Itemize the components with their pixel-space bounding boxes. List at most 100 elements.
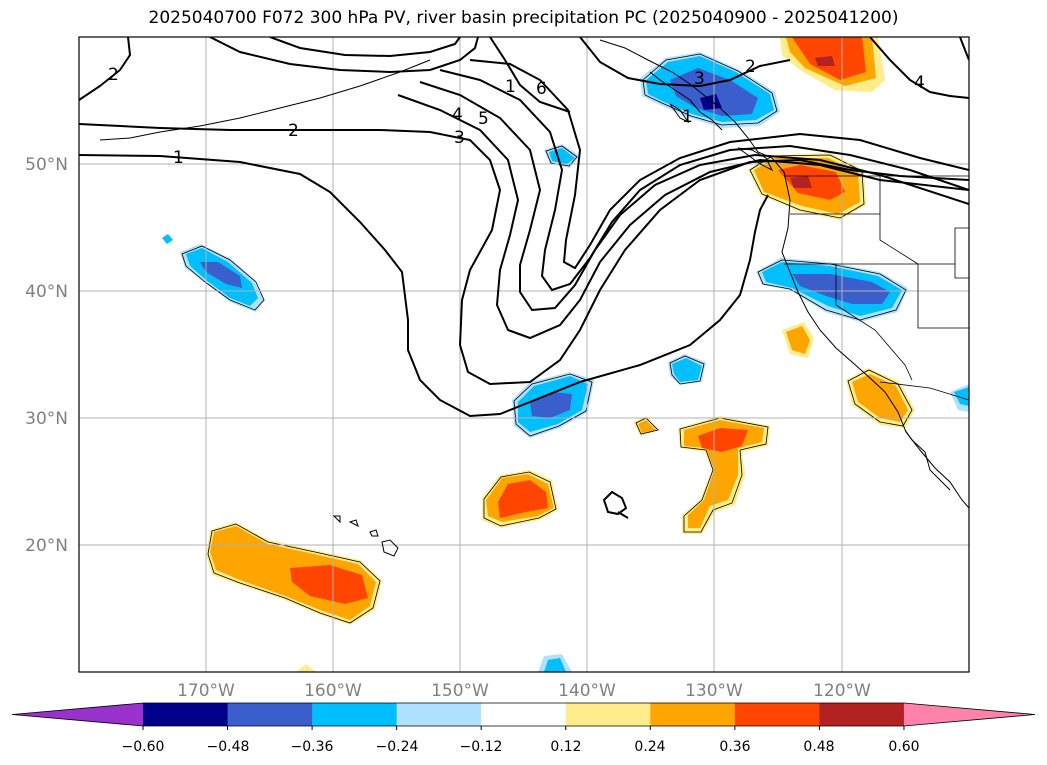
pv-label: 5 <box>478 109 489 129</box>
lat-label-40n: 40°N <box>25 282 68 302</box>
pv-contour-3 <box>397 94 969 340</box>
colorbar-tick-label: 0.24 <box>634 739 665 755</box>
colorbar-tick-label: −0.36 <box>291 739 334 755</box>
map-title: 2025040700 F072 300 hPa PV, river basin … <box>148 8 899 28</box>
map-frame <box>78 36 970 673</box>
colorbar-tick-label: 0.36 <box>719 739 750 755</box>
colorbar-tick-label: −0.48 <box>207 739 250 755</box>
precip-outline <box>513 373 593 437</box>
precip-anomaly-negative <box>954 387 969 406</box>
pv-contour-ne <box>869 37 969 99</box>
alaska-panhandle <box>649 71 723 131</box>
pv-label: 2 <box>108 65 119 85</box>
colorbar <box>11 702 1036 730</box>
precip-outlines <box>181 53 913 624</box>
colorbar-segment <box>819 703 905 726</box>
lon-label-150w: 150°W <box>431 681 489 701</box>
colorbar-segment <box>481 703 567 726</box>
longitude-labels: 170°W 160°W 150°W 140°W 130°W 120°W <box>177 681 871 701</box>
colorbar-segment <box>734 703 820 726</box>
colorbar-segment <box>312 703 398 726</box>
pv-contour-upper-4 <box>489 37 571 113</box>
id-border <box>879 214 919 265</box>
colorbar-segment <box>565 703 651 726</box>
colorbar-tick-label: 0.60 <box>888 739 919 755</box>
island-kauai <box>332 515 341 524</box>
precip-outline <box>642 53 778 126</box>
precip-outline <box>483 471 557 527</box>
precip-anomaly-positive <box>786 326 810 354</box>
coastlines <box>99 39 969 509</box>
precip-anomaly-positive <box>778 165 845 200</box>
precip-anomaly-negative <box>700 94 722 110</box>
precip-outline <box>545 145 578 167</box>
colorbar-tick-label: −0.12 <box>460 739 503 755</box>
graticule <box>79 37 969 672</box>
lon-label-170w: 170°W <box>177 681 235 701</box>
lat-label-30n: 30°N <box>25 409 68 429</box>
colorbar-extend-min <box>12 703 143 726</box>
nv-az-border <box>917 264 969 329</box>
precip-anomaly-positive <box>852 374 908 422</box>
precip-outline <box>669 355 705 385</box>
lat-label-50n: 50°N <box>25 155 68 175</box>
pv-contour-upper-1 <box>79 37 132 101</box>
pv-contour-upper-2 <box>209 37 479 74</box>
colorbar-tick-label: −0.60 <box>122 739 165 755</box>
precip-anomaly-positive <box>698 428 748 452</box>
colorbar-segment <box>143 703 229 726</box>
precip-anomaly-positive <box>638 420 656 433</box>
aleutian-chain <box>99 59 431 141</box>
pv-label: 1 <box>682 107 693 127</box>
colorbar-tick-label: 0.48 <box>803 739 834 755</box>
island-oahu <box>348 519 359 527</box>
us-mexico-border <box>879 381 969 401</box>
pv-contour-upper-3 <box>269 37 461 58</box>
haida-gwaii <box>669 103 690 124</box>
positive-precip-areas <box>206 37 915 672</box>
lat-label-20n: 20°N <box>25 536 68 556</box>
pv-contour-6 <box>469 59 969 270</box>
pv-contour-1 <box>79 154 769 418</box>
colorbar-segment <box>227 703 313 726</box>
pv-label: 1 <box>505 77 516 97</box>
lon-label-140w: 140°W <box>558 681 616 701</box>
vancouver-island <box>737 147 774 172</box>
island-hawaii <box>381 539 399 557</box>
precip-anomaly-negative <box>792 274 890 304</box>
colorbar-segment <box>650 703 736 726</box>
map-content: 1 2 2 3 4 5 6 1 2 4 1 3 <box>79 37 969 672</box>
pv-label: 4 <box>452 105 463 125</box>
precip-anomaly-positive <box>296 664 316 672</box>
precip-outline <box>635 417 659 435</box>
baja-peninsula <box>904 429 951 491</box>
pv-contour-4 <box>419 81 969 312</box>
precip-anomaly-positive <box>790 176 812 188</box>
pv-contour-5 <box>439 69 969 292</box>
island-maui <box>369 529 379 537</box>
pv-label: 2 <box>288 121 299 141</box>
state-borders <box>784 175 969 401</box>
precip-outline <box>181 245 265 311</box>
colorbar-extend-max <box>903 703 1035 726</box>
pv-label: 1 <box>173 148 184 168</box>
colorbar-tick-label: −0.24 <box>376 739 419 755</box>
ca-nv-border <box>835 264 913 381</box>
pv-label: 6 <box>536 79 547 99</box>
precip-anomaly-positive <box>290 565 368 604</box>
precip-outline <box>207 523 381 624</box>
pv-contour-lower-loop <box>602 490 628 516</box>
negative-precip-areas <box>162 52 969 672</box>
pv-contours <box>79 37 969 519</box>
pv-contour-loop-tail <box>617 511 629 519</box>
mt-border <box>954 227 969 279</box>
colorbar-labels: −0.60 −0.48 −0.36 −0.24 −0.12 0.12 0.24 … <box>122 739 920 755</box>
precip-anomaly-negative <box>672 358 702 382</box>
lon-label-160w: 160°W <box>304 681 362 701</box>
hawaiian-islands <box>332 515 399 557</box>
precip-outline <box>679 417 769 533</box>
lon-label-130w: 130°W <box>685 681 743 701</box>
colorbar-segment <box>396 703 482 726</box>
pv-label: 3 <box>694 69 705 89</box>
